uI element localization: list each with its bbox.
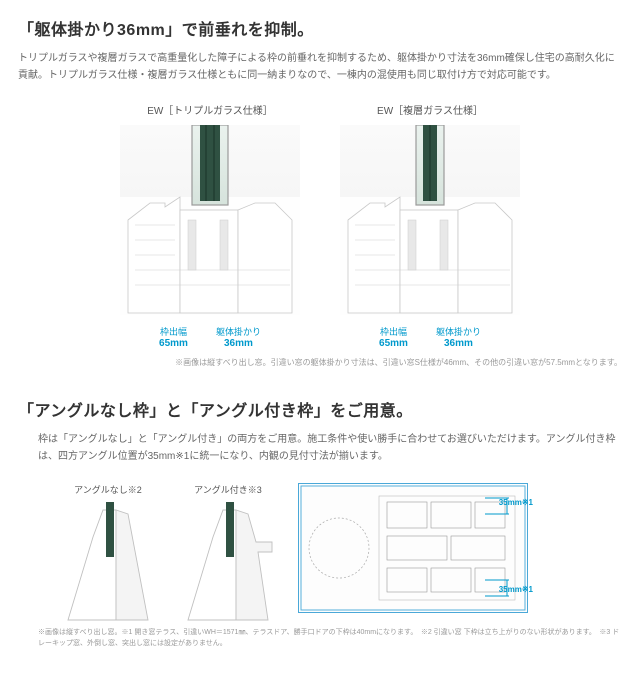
section1-desc: トリプルガラスや複層ガラスで高重量化した障子による枠の前垂れを抑制するため、躯体… xyxy=(18,50,622,84)
dim-frame-width-2: 枠出幅 65mm xyxy=(379,325,408,349)
cross-section-double xyxy=(340,125,520,315)
dim-frame-width-1: 枠出幅 65mm xyxy=(159,325,188,349)
figure-triple-glass: EW［トリプルガラス仕様］ xyxy=(120,102,300,349)
angle-figures: アングルなし※2 アングル付き※3 xyxy=(18,483,622,622)
figure-no-angle: アングルなし※2 xyxy=(58,483,158,622)
angle1-label: アングルなし※2 xyxy=(58,483,158,496)
dims-1: 枠出幅 65mm 躯体掛かり 36mm xyxy=(120,325,300,349)
dim1-val: 65mm xyxy=(159,338,188,349)
dimension-mark-1: 35mm※1 xyxy=(499,498,533,507)
section1-footnote: ※画像は縦すべり出し窓。引違い窓の躯体掛かり寸法は、引違い窓S仕様が46mm、そ… xyxy=(18,357,622,369)
section2-headline: 「アングルなし枠」と「アングル付き枠」をご用意。 xyxy=(18,397,622,421)
dim-body-hook-1: 躯体掛かり 36mm xyxy=(216,325,261,349)
headline-rest: 」で前垂れを抑制。 xyxy=(165,22,314,39)
section1-headline: 「躯体掛かり36mm」で前垂れを抑制。 xyxy=(18,16,622,40)
dimension-mark-2: 35mm※1 xyxy=(499,585,533,594)
cross-section-figures: EW［トリプルガラス仕様］ xyxy=(18,102,622,349)
dim-body-hook-2: 躯体掛かり 36mm xyxy=(436,325,481,349)
headline-emphasis: 躯体掛かり36mm xyxy=(35,22,166,39)
section2-footnote: ※画像は縦すべり出し窓。※1 開き窓テラス、引違いWH＝1571㎜、テラスドア、… xyxy=(18,628,622,649)
figure-with-angle: アングル付き※3 xyxy=(178,483,278,622)
fig1-label: EW［トリプルガラス仕様］ xyxy=(120,102,300,117)
figure-double-glass: EW［複層ガラス仕様］ xyxy=(340,102,520,349)
dims-2: 枠出幅 65mm 躯体掛かり 36mm xyxy=(340,325,520,349)
cross-section-triple xyxy=(120,125,300,315)
section2-desc: 枠は「アングルなし」と「アングル付き」の両方をご用意。施工条件や使い勝手に合わせ… xyxy=(18,431,622,465)
fig2-label: EW［複層ガラス仕様］ xyxy=(340,102,520,117)
dim1-label: 枠出幅 xyxy=(159,325,188,338)
dim1-label-2: 枠出幅 xyxy=(379,325,408,338)
dim2-val: 36mm xyxy=(216,338,261,349)
dim1-val-2: 65mm xyxy=(379,338,408,349)
dim2-label-2: 躯体掛かり xyxy=(436,325,481,338)
dim2-label: 躯体掛かり xyxy=(216,325,261,338)
dim2-val-2: 36mm xyxy=(436,338,481,349)
technical-drawing: 35mm※1 35mm※1 xyxy=(298,483,528,613)
angle2-label: アングル付き※3 xyxy=(178,483,278,496)
